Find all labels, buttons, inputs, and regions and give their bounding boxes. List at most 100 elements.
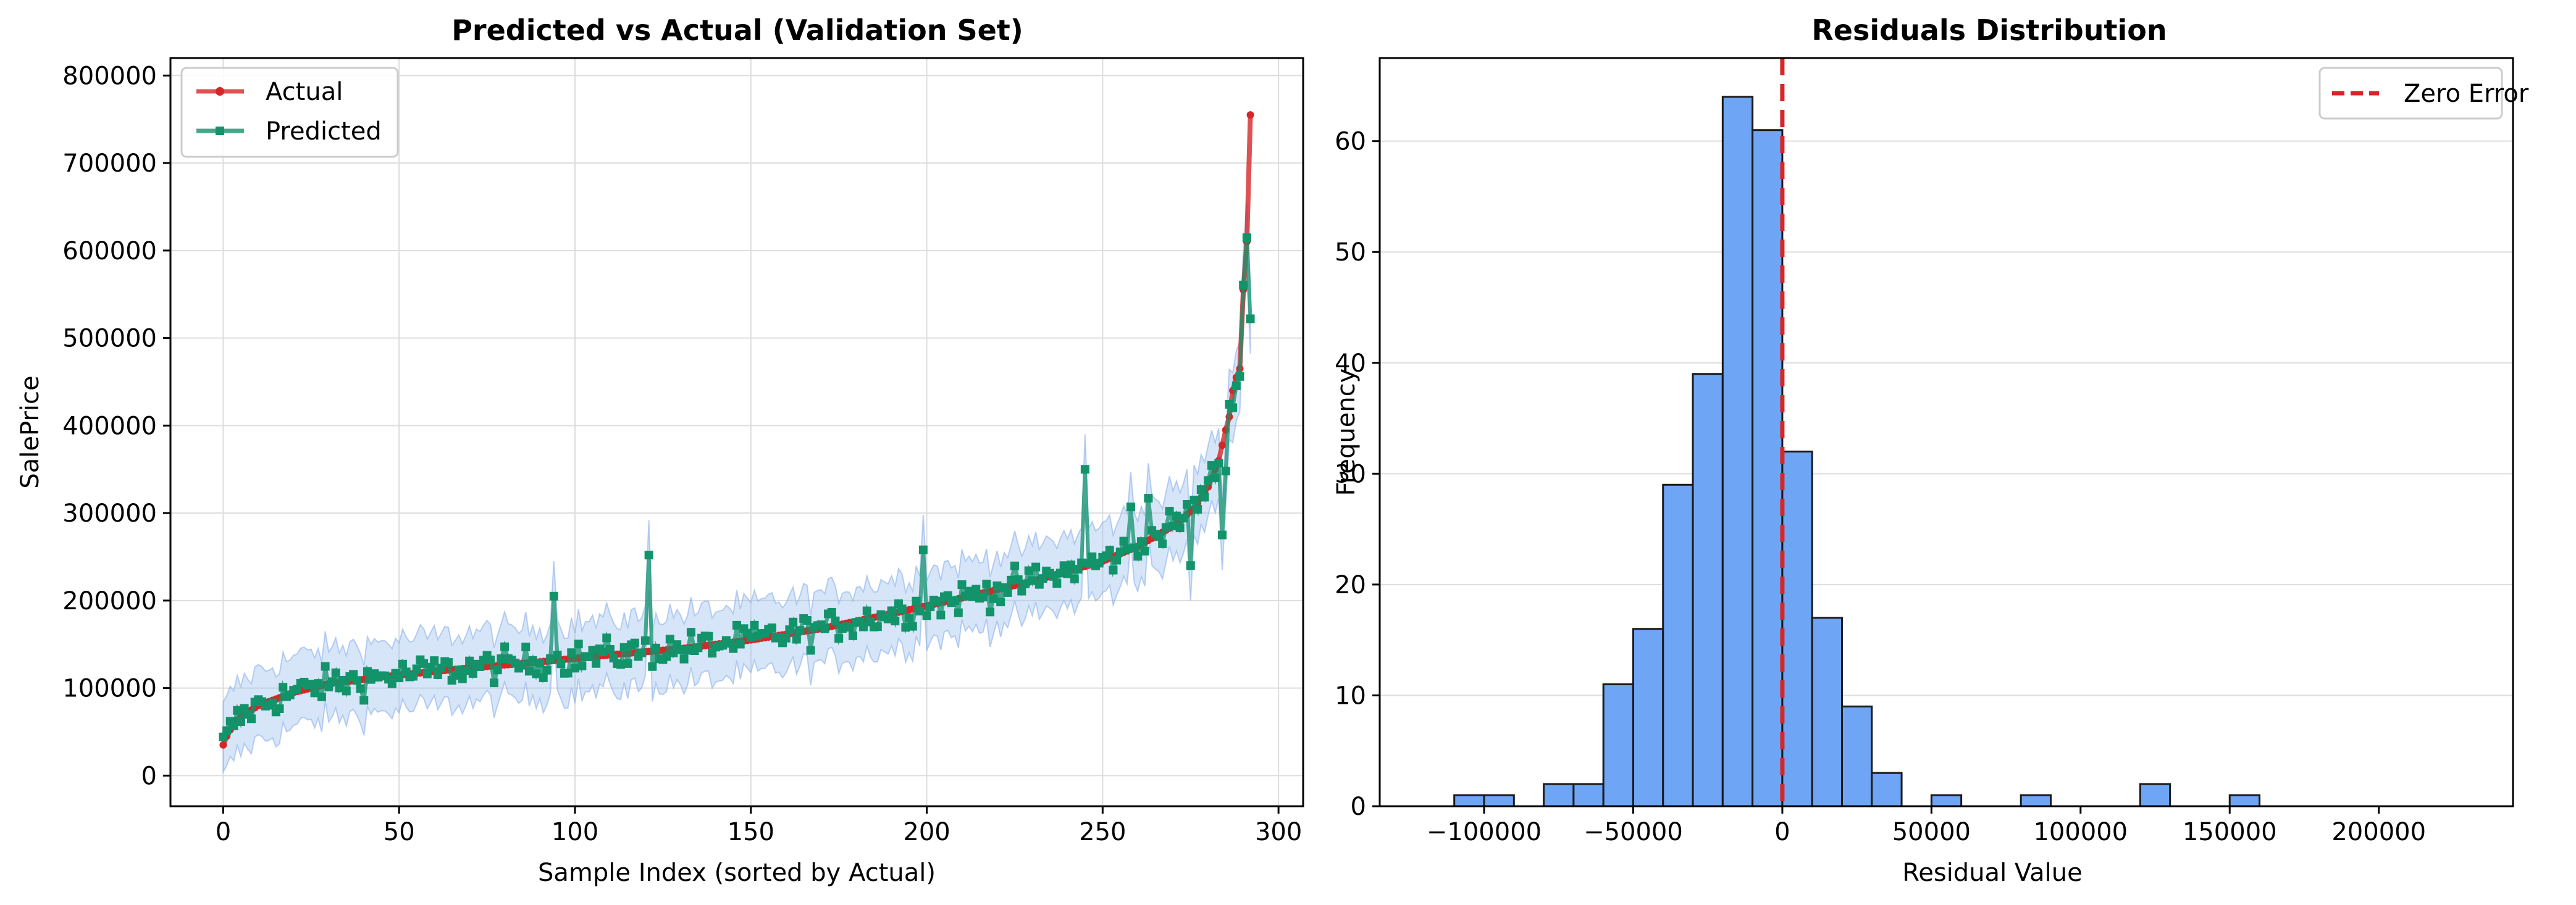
predicted-point [493, 665, 502, 675]
predicted-point [915, 606, 925, 615]
predicted-point [1186, 561, 1195, 570]
left-x-tick-label: 100 [552, 818, 598, 846]
predicted-point [1235, 372, 1244, 381]
predicted-point [497, 654, 506, 664]
predicted-point [535, 659, 545, 668]
left-x-axis-label: Sample Index (sorted by Actual) [538, 859, 936, 887]
predicted-point [883, 614, 892, 623]
predicted-point [521, 642, 531, 651]
predicted-point [729, 644, 738, 653]
left-y-axis-label: SalePrice [16, 375, 44, 488]
predicted-point [395, 674, 404, 683]
predicted-point [1193, 505, 1202, 514]
predicted-point [669, 648, 678, 657]
histogram-bar [1781, 450, 1813, 807]
left-y-tick-label: 500000 [62, 325, 157, 353]
predicted-point [268, 698, 277, 707]
legend-predicted-label: Predicted [266, 117, 382, 146]
predicted-point [1144, 494, 1153, 503]
predicted-point [443, 658, 453, 667]
predicted-point [1210, 473, 1220, 483]
histogram-bar [1840, 705, 1873, 807]
predicted-point [236, 717, 245, 727]
predicted-point [419, 659, 429, 668]
right-y-tick-label: 50 [1335, 238, 1366, 267]
predicted-point [592, 659, 601, 668]
predicted-point [314, 679, 323, 688]
predicted-point [1130, 543, 1139, 553]
predicted-point [644, 551, 653, 560]
predicted-point [918, 545, 928, 554]
predicted-point [563, 669, 573, 678]
predicted-point [584, 652, 594, 661]
predicted-point [789, 617, 798, 627]
predicted-point [936, 611, 946, 620]
predicted-point [1204, 476, 1213, 485]
right-y-tick-label: 30 [1335, 460, 1366, 488]
predicted-point [630, 638, 639, 648]
predicted-point [623, 659, 632, 668]
predicted-point [356, 684, 365, 693]
predicted-point [827, 607, 836, 617]
right-chart-title: Residuals Distribution [1811, 14, 2167, 47]
right-x-tick-label: 50000 [1892, 818, 1971, 846]
predicted-point [1140, 546, 1149, 556]
predicted-point [549, 591, 558, 601]
predicted-point [679, 654, 689, 664]
predicted-point [986, 607, 995, 617]
predicted-point [891, 616, 900, 625]
predicted-point [1010, 561, 1019, 570]
predicted-point [795, 626, 805, 635]
predicted-point [901, 623, 910, 632]
left-y-tick-label: 100000 [62, 675, 157, 703]
predicted-point [1119, 536, 1128, 546]
predicted-point [1123, 544, 1132, 553]
predicted-point [398, 659, 407, 669]
predicted-point [1080, 465, 1089, 474]
right-plot-frame [1378, 57, 2514, 807]
predicted-point [992, 581, 1002, 590]
predicted-point [1115, 547, 1125, 556]
left-y-tick-label: 300000 [62, 499, 157, 528]
predicted-point [556, 659, 566, 669]
predicted-point [845, 623, 854, 632]
predicted-point [648, 662, 657, 671]
predicted-point [1088, 552, 1097, 561]
predicted-point [588, 646, 597, 655]
right-chart: Residuals Distribution 0 10 20 30 40 50 60 −100… [1332, 14, 2529, 887]
predicted-point [683, 646, 692, 655]
predicted-point [1189, 495, 1199, 504]
predicted-point [1133, 552, 1143, 561]
predicted-point [912, 596, 921, 606]
predicted-point [619, 643, 629, 652]
predicted-point [1158, 539, 1167, 548]
predicted-point [1200, 493, 1209, 502]
legend-zero-error-label: Zero Error [2404, 80, 2529, 108]
predicted-point [409, 672, 417, 681]
predicted-point [306, 680, 316, 689]
predicted-point [887, 606, 896, 615]
predicted-point [971, 585, 981, 594]
predicted-point [1137, 537, 1146, 546]
predicted-point [500, 642, 510, 651]
histogram-bar [2228, 794, 2261, 807]
predicted-point [732, 620, 741, 630]
predicted-point [989, 594, 998, 603]
predicted-point [518, 661, 527, 670]
predicted-point [792, 635, 801, 644]
left-x-tick-label: 300 [1255, 818, 1302, 846]
predicted-point [908, 622, 917, 631]
right-x-axis-label: Residual Value [1902, 859, 2082, 887]
predicted-point [310, 688, 319, 698]
predicted-point [746, 633, 755, 642]
predicted-point [686, 628, 695, 637]
predicted-point [233, 706, 242, 715]
predicted-point [616, 660, 626, 669]
predicted-point [873, 622, 882, 632]
predicted-point [412, 664, 421, 674]
predicted-point [1231, 381, 1241, 390]
predicted-point [359, 696, 369, 705]
predicted-point [968, 592, 977, 601]
predicted-point [567, 648, 576, 657]
right-axis-ticks: 0 10 20 30 40 50 60 −100000 −50000 0 50000 100000 15… [1335, 128, 2426, 846]
